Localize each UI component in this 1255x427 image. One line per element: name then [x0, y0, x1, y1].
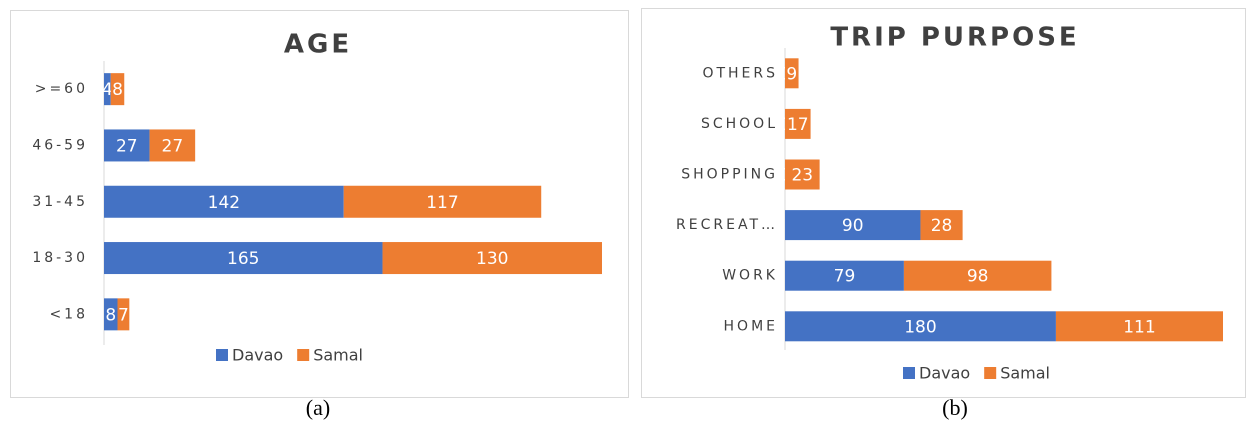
- value-label: 79: [834, 267, 856, 287]
- category-label: RECREAT…: [676, 217, 778, 233]
- legend-swatch: [297, 349, 310, 361]
- bar: [785, 311, 1056, 342]
- category-label: 31-45: [32, 194, 88, 210]
- bar: [785, 159, 820, 190]
- value-label: 117: [426, 193, 458, 213]
- value-label: 165: [227, 249, 259, 269]
- bar: [104, 298, 118, 331]
- legend-swatch: [216, 349, 228, 361]
- value-label: 142: [208, 193, 240, 213]
- bar: [1055, 311, 1223, 342]
- value-label: 7: [118, 305, 129, 325]
- category-label: >=60: [35, 81, 88, 97]
- value-label: 111: [1123, 317, 1155, 337]
- bar: [785, 210, 921, 241]
- value-label: 27: [162, 136, 184, 156]
- bar: [104, 73, 111, 106]
- value-label: 23: [791, 166, 813, 186]
- bar: [104, 242, 383, 275]
- bar: [104, 185, 344, 218]
- legend-label: Davao: [919, 364, 970, 383]
- value-label: 17: [787, 115, 809, 135]
- value-label: 9: [786, 64, 797, 84]
- category-label: HOME: [724, 318, 778, 334]
- bar: [785, 108, 811, 139]
- chart-title: AGE: [284, 30, 352, 60]
- bar: [785, 58, 799, 89]
- bar: [110, 73, 125, 106]
- category-label: SHOPPING: [681, 167, 778, 183]
- bar: [382, 242, 602, 275]
- value-label: 90: [842, 216, 864, 236]
- value-label: 28: [931, 216, 953, 236]
- bar: [920, 210, 963, 241]
- bar: [343, 185, 542, 218]
- category-label: SCHOOL: [701, 116, 778, 132]
- chart-title: TRIP PURPOSE: [830, 23, 1079, 53]
- value-label: 98: [967, 267, 989, 287]
- caption: (b): [942, 395, 968, 420]
- caption: (a): [306, 395, 330, 420]
- legend-swatch: [903, 367, 915, 379]
- value-label: 8: [105, 305, 116, 325]
- legend-label: Samal: [1000, 364, 1050, 383]
- bar: [785, 260, 904, 291]
- bar: [117, 298, 130, 331]
- category-label: <18: [49, 306, 88, 322]
- value-label: 4: [102, 80, 113, 100]
- bar: [149, 129, 196, 162]
- bar: [104, 129, 150, 162]
- legend-label: Samal: [313, 346, 363, 365]
- legend-label: Davao: [232, 346, 283, 365]
- value-label: 8: [112, 80, 123, 100]
- value-label: 27: [116, 136, 138, 156]
- legend-swatch: [984, 367, 997, 379]
- value-label: 130: [476, 249, 508, 269]
- value-label: 180: [904, 317, 936, 337]
- category-label: 18-30: [32, 250, 88, 266]
- bar: [903, 260, 1052, 291]
- category-label: OTHERS: [702, 65, 778, 81]
- category-label: WORK: [722, 268, 778, 284]
- category-label: 46-59: [32, 137, 88, 153]
